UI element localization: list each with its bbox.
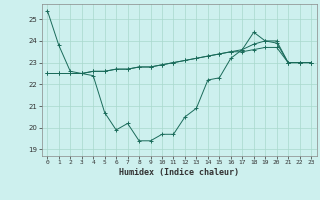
- X-axis label: Humidex (Indice chaleur): Humidex (Indice chaleur): [119, 168, 239, 177]
